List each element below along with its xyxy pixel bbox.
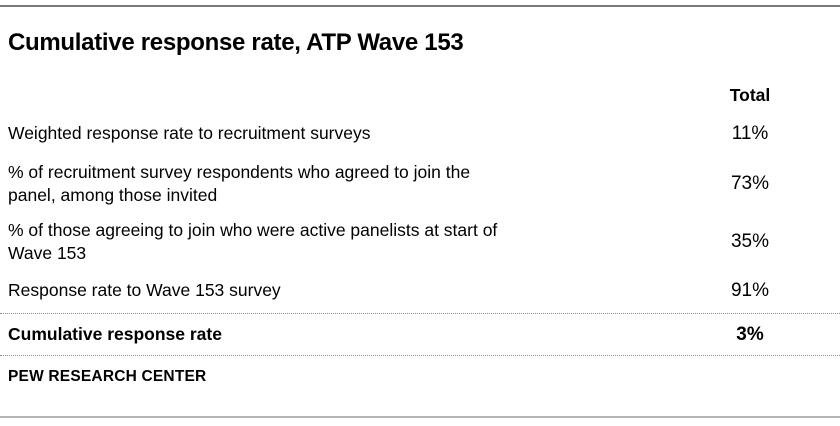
row-label-recruitment-response-rate: Weighted response rate to recruitment su… <box>8 123 371 143</box>
row-value-active-panelists: 35% <box>730 231 770 252</box>
row-value-wave-153-response-rate: 91% <box>730 279 770 301</box>
source-attribution: PEW RESEARCH CENTER <box>8 368 207 385</box>
row-label-agreed-to-join: % of recruitment survey respondents who … <box>8 162 471 205</box>
row-label-wave-153-response-rate: Response rate to Wave 153 survey <box>8 280 281 300</box>
table-row: % of recruitment survey respondents who … <box>0 145 840 207</box>
table-header-row: Total <box>0 86 840 104</box>
column-header-total: Total <box>729 85 771 105</box>
summary-row-label-cumulative-response-rate: Cumulative response rate <box>8 324 222 344</box>
page-title: Cumulative response rate, ATP Wave 153 <box>8 29 464 56</box>
row-value-agreed-to-join: 73% <box>730 173 770 194</box>
table-row: % of those agreeing to join who were act… <box>0 207 840 265</box>
table-row: Weighted response rate to recruitment su… <box>0 104 840 145</box>
row-value-recruitment-response-rate: 11% <box>731 122 769 144</box>
response-rate-table: Total Weighted response rate to recruitm… <box>0 86 840 356</box>
bottom-divider <box>0 416 840 418</box>
row-label-active-panelists: % of those agreeing to join who were act… <box>8 220 498 263</box>
summary-row-value-cumulative-response-rate: 3% <box>736 323 764 345</box>
table-summary-row: Cumulative response rate 3% <box>0 313 840 356</box>
table-row: Response rate to Wave 153 survey 91% <box>0 265 840 307</box>
top-divider <box>0 5 840 7</box>
